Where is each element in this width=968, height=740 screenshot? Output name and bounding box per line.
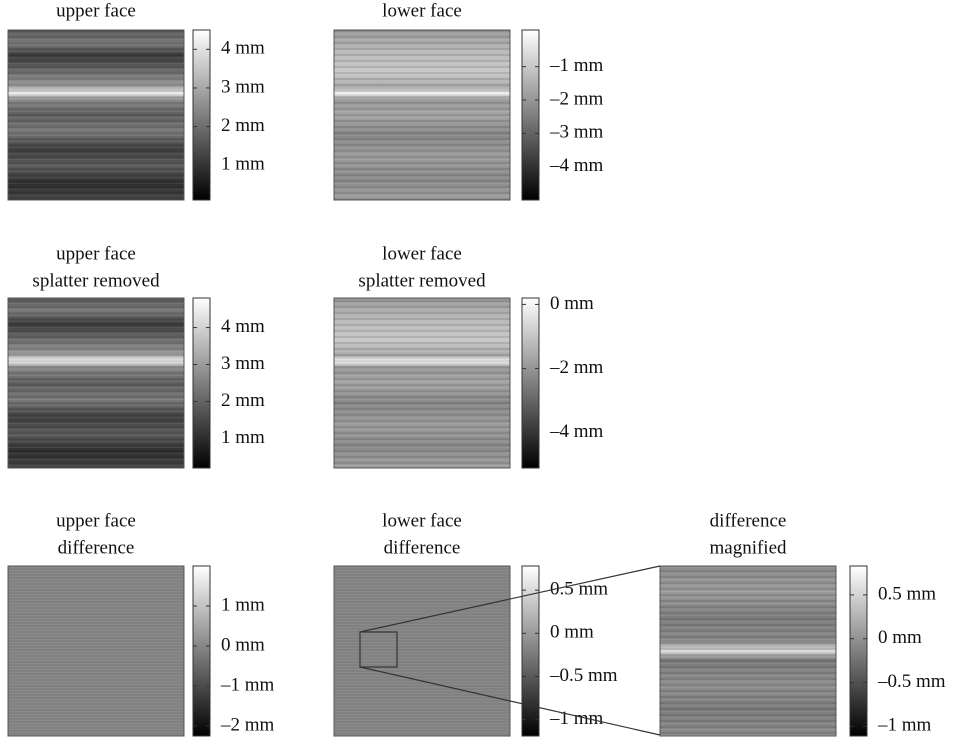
colorbar-tick-label: 2 mm xyxy=(221,390,265,411)
colorbar-tick-label: –1 mm xyxy=(549,55,604,76)
colorbar-tick-label: –4 mm xyxy=(549,155,604,176)
panel-title: lower face xyxy=(382,243,462,264)
colorbar-tick-label: –3 mm xyxy=(549,122,604,143)
colorbar-tick-label: –2 mm xyxy=(220,714,275,735)
image-texture xyxy=(660,566,836,736)
panel-title: difference xyxy=(384,537,461,558)
colorbar-tick-label: 0 mm xyxy=(878,627,922,648)
panel-title: difference xyxy=(710,510,787,531)
colorbar xyxy=(193,566,210,736)
panel-title: upper face xyxy=(56,243,136,264)
colorbar-tick-label: 1 mm xyxy=(221,427,265,448)
colorbar-tick-label: –2 mm xyxy=(549,357,604,378)
panel: upper face splatter removed 4 mm 3 mm 2 mm 1 … xyxy=(8,243,265,468)
panel: upper face difference 1 mm 0 mm –1 mm –2 mm xyxy=(8,510,275,736)
colorbar-tick-label: –1 mm xyxy=(877,715,932,736)
panel-title: splatter removed xyxy=(32,270,160,291)
panel: lower face –1 mm –2 mm –3 mm –4 mm xyxy=(334,0,604,200)
panel-title: lower face xyxy=(382,0,462,21)
colorbar-tick-label: 1 mm xyxy=(221,594,265,615)
colorbar-tick-label: –0.5 mm xyxy=(877,671,946,692)
image-texture xyxy=(334,298,510,468)
colorbar-tick-label: 4 mm xyxy=(221,38,265,59)
colorbar-tick-label: 0 mm xyxy=(221,634,265,655)
colorbar xyxy=(522,566,539,736)
page: {"chart_data": [ {"type": "heatmap", "ti… xyxy=(0,0,968,740)
colorbar xyxy=(522,298,539,468)
panel: upper face 4 mm 3 mm 2 mm 1 mm xyxy=(8,0,265,200)
image xyxy=(8,566,184,736)
colorbar-tick-label: 0.5 mm xyxy=(878,583,936,604)
colorbar-tick-label: 1 mm xyxy=(221,154,265,175)
panel-title: upper face xyxy=(56,510,136,531)
panel-title: splatter removed xyxy=(358,270,486,291)
panel: lower face splatter removed 0 mm –2 mm –4 mm xyxy=(334,243,604,468)
image-texture xyxy=(8,298,184,468)
panel-title: upper face xyxy=(56,0,136,21)
colorbar-tick-label: 0.5 mm xyxy=(550,579,608,600)
colorbar-tick-label: –4 mm xyxy=(549,421,604,442)
panel: difference magnified 0.5 mm 0 mm –0.5 mm –1 m… xyxy=(660,510,946,736)
colorbar-tick-label: –1 mm xyxy=(220,674,275,695)
image-texture xyxy=(334,30,510,200)
colorbar-tick-label: 4 mm xyxy=(221,316,265,337)
image-texture xyxy=(8,30,184,200)
colorbar xyxy=(522,30,539,200)
colorbar-tick-label: –2 mm xyxy=(549,88,604,109)
colorbar-tick-label: 3 mm xyxy=(221,76,265,97)
panel-title: magnified xyxy=(709,537,787,558)
panel-title: lower face xyxy=(382,510,462,531)
figure: upper face 4 mm 3 mm 2 mm 1 mm lower face –1 m… xyxy=(0,0,968,740)
colorbar-tick-label: 0 mm xyxy=(550,622,594,643)
colorbar-tick-label: 0 mm xyxy=(550,293,594,314)
colorbar-tick-label: 3 mm xyxy=(221,353,265,374)
colorbar xyxy=(193,30,210,200)
colorbar xyxy=(850,566,867,736)
colorbar-tick-label: –0.5 mm xyxy=(549,665,618,686)
panel-title: difference xyxy=(58,537,135,558)
colorbar xyxy=(193,298,210,468)
colorbar-tick-label: 2 mm xyxy=(221,115,265,136)
